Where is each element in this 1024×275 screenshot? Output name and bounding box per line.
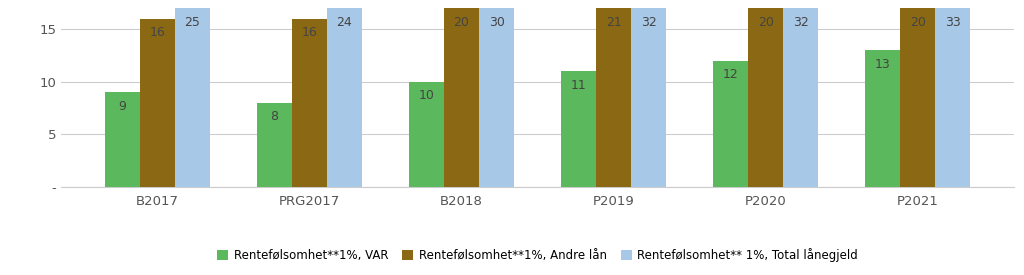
Text: 16: 16 bbox=[150, 26, 165, 39]
Bar bbox=[409, 82, 444, 187]
Text: 33: 33 bbox=[945, 16, 961, 29]
Text: 20: 20 bbox=[910, 16, 926, 29]
Text: 12: 12 bbox=[723, 68, 738, 81]
Bar bbox=[749, 8, 783, 187]
Bar bbox=[596, 8, 631, 187]
Bar bbox=[936, 8, 971, 187]
Bar bbox=[783, 8, 818, 187]
Bar bbox=[327, 8, 361, 187]
Text: 25: 25 bbox=[184, 16, 200, 29]
Bar bbox=[292, 19, 327, 187]
Text: 11: 11 bbox=[570, 79, 587, 92]
Text: 24: 24 bbox=[337, 16, 352, 29]
Text: 20: 20 bbox=[454, 16, 469, 29]
Legend: Rentefølsomhet**1%, VAR, Rentefølsomhet**1%, Andre lån, Rentefølsomhet** 1%, Tot: Rentefølsomhet**1%, VAR, Rentefølsomhet*… bbox=[212, 243, 863, 267]
Bar bbox=[714, 61, 749, 187]
Text: 20: 20 bbox=[758, 16, 774, 29]
Bar bbox=[175, 8, 210, 187]
Text: 21: 21 bbox=[606, 16, 622, 29]
Bar bbox=[900, 8, 936, 187]
Bar bbox=[104, 92, 139, 187]
Bar bbox=[139, 19, 175, 187]
Bar bbox=[561, 71, 596, 187]
Text: 9: 9 bbox=[119, 100, 126, 113]
Bar bbox=[865, 50, 900, 187]
Text: 10: 10 bbox=[419, 89, 434, 102]
Bar bbox=[257, 103, 292, 187]
Text: 30: 30 bbox=[488, 16, 505, 29]
Text: 8: 8 bbox=[270, 110, 279, 123]
Text: 32: 32 bbox=[793, 16, 809, 29]
Bar bbox=[444, 8, 479, 187]
Bar bbox=[479, 8, 514, 187]
Text: 13: 13 bbox=[876, 58, 891, 71]
Text: 16: 16 bbox=[301, 26, 317, 39]
Text: 32: 32 bbox=[641, 16, 656, 29]
Bar bbox=[631, 8, 667, 187]
